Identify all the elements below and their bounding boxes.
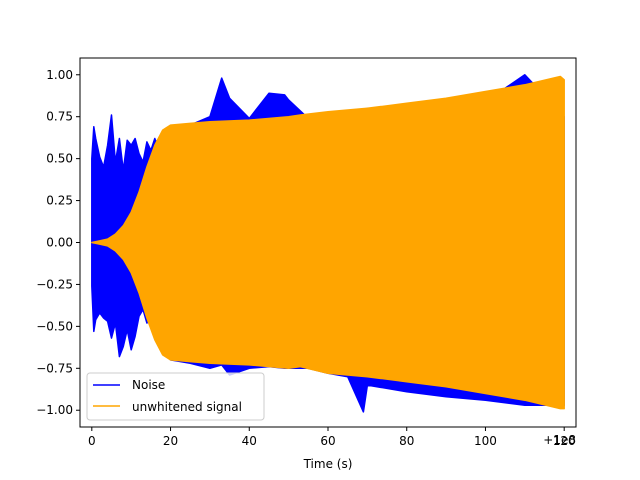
legend-box [86, 372, 265, 421]
y-tick-label: −0.25 [36, 277, 73, 291]
x-tick-label: 40 [242, 434, 257, 448]
y-tick-label: −0.50 [36, 319, 73, 333]
x-tick-label: 80 [399, 434, 414, 448]
x-tick-label: 0 [88, 434, 96, 448]
legend-label-noise: Noise [132, 378, 165, 392]
x-axis: 0 20 40 60 80 100 120 [88, 427, 576, 448]
legend: Noise unwhitened signal [86, 372, 265, 421]
y-tick-label: 0.50 [46, 152, 73, 166]
series-layer [91, 74, 565, 413]
x-axis-label: Time (s) [303, 457, 353, 471]
x-tick-label: 120 [553, 434, 576, 448]
x-axis-offset-label: +1e8 [543, 433, 576, 447]
y-tick-label: −0.75 [36, 361, 73, 375]
x-tick-label: 60 [320, 434, 335, 448]
series-unwhitened-signal [91, 75, 565, 410]
y-tick-label: 0.00 [46, 236, 73, 250]
y-tick-label: 0.25 [46, 194, 73, 208]
y-tick-label: 1.00 [46, 68, 73, 82]
legend-label-unwhitened-signal: unwhitened signal [132, 400, 242, 414]
y-tick-label: −1.00 [36, 403, 73, 417]
x-tick-label: 20 [163, 434, 178, 448]
x-tick-label: 100 [474, 434, 497, 448]
y-tick-label: 0.75 [46, 110, 73, 124]
y-axis: −1.00 −0.75 −0.50 −0.25 0.00 0.25 0.50 0.75 1.00 [36, 68, 80, 417]
